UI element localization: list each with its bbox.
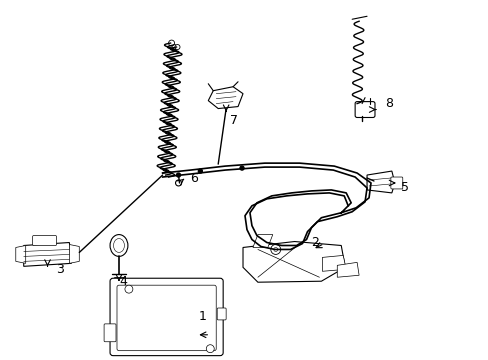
- Circle shape: [206, 345, 214, 353]
- Text: 6: 6: [190, 171, 198, 185]
- Circle shape: [240, 166, 244, 170]
- Polygon shape: [252, 235, 272, 247]
- Polygon shape: [366, 171, 394, 193]
- Text: 7: 7: [230, 114, 238, 127]
- Polygon shape: [69, 244, 79, 264]
- Text: 3: 3: [56, 263, 64, 276]
- Circle shape: [175, 180, 181, 186]
- FancyBboxPatch shape: [390, 177, 402, 189]
- Text: 2: 2: [311, 236, 319, 249]
- FancyBboxPatch shape: [217, 308, 225, 320]
- Polygon shape: [337, 262, 358, 277]
- Polygon shape: [322, 255, 346, 271]
- Circle shape: [168, 40, 174, 46]
- Polygon shape: [243, 242, 345, 282]
- FancyBboxPatch shape: [110, 278, 223, 356]
- Text: 4: 4: [119, 275, 126, 288]
- FancyBboxPatch shape: [354, 102, 374, 117]
- Polygon shape: [208, 87, 243, 109]
- Text: 8: 8: [384, 97, 392, 110]
- Polygon shape: [24, 243, 71, 266]
- Circle shape: [124, 285, 133, 293]
- Circle shape: [198, 169, 202, 173]
- Text: 1: 1: [198, 310, 206, 323]
- Circle shape: [273, 247, 277, 251]
- Text: 5: 5: [400, 181, 408, 194]
- FancyBboxPatch shape: [33, 235, 56, 246]
- FancyBboxPatch shape: [117, 285, 216, 351]
- Circle shape: [176, 173, 180, 177]
- Ellipse shape: [113, 239, 124, 252]
- Ellipse shape: [110, 235, 128, 256]
- Polygon shape: [16, 246, 26, 264]
- Circle shape: [270, 244, 280, 255]
- Circle shape: [172, 45, 177, 50]
- FancyBboxPatch shape: [104, 324, 116, 342]
- Circle shape: [175, 45, 180, 50]
